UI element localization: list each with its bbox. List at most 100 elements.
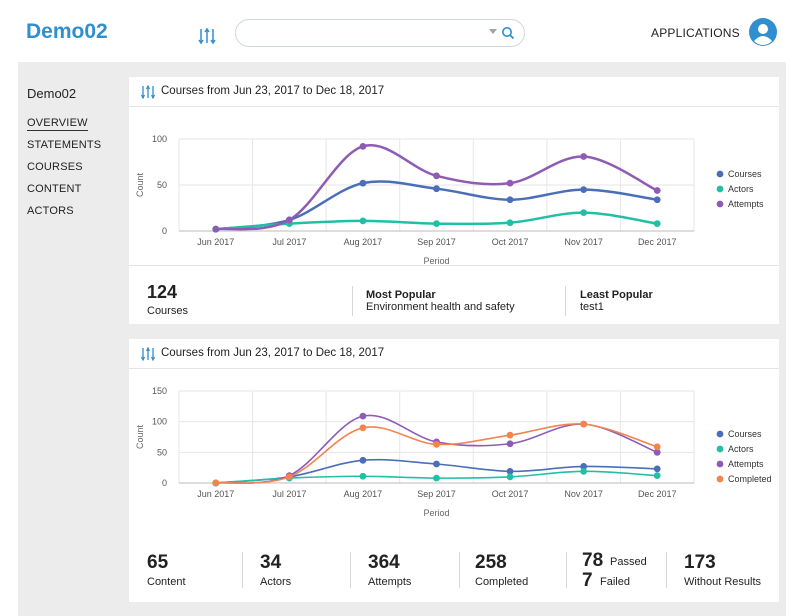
data-point-actors	[359, 472, 367, 480]
legend-label-actors: Actors	[728, 184, 754, 194]
courses-count: 124	[147, 282, 178, 302]
completed-label: Completed	[475, 576, 529, 588]
x-axis-label: Period	[423, 256, 449, 264]
failed-label: Failed	[600, 576, 630, 588]
sidebar: Demo02 OVERVIEW STATEMENTS COURSES CONTE…	[18, 62, 128, 616]
data-point-actors	[653, 472, 661, 480]
courses-line-chart: 0 50 100 Jun 2017 Jul 2017 Aug 2017 Sep 2017 Oc…	[135, 134, 764, 264]
x-tick-label: Jun 2017	[197, 237, 234, 247]
x-tick-label: Jul 2017	[272, 237, 306, 247]
y-tick-label: 50	[157, 447, 167, 457]
courses-count-label: Courses	[147, 305, 188, 317]
user-avatar-icon[interactable]	[749, 18, 777, 46]
legend-marker-courses	[716, 170, 724, 178]
data-point-attempts	[653, 448, 661, 456]
legend-marker-actors	[716, 185, 724, 193]
data-point-courses	[580, 463, 588, 470]
sidebar-item-overview[interactable]: OVERVIEW	[27, 117, 88, 131]
divider	[350, 552, 351, 588]
y-tick-label: 0	[162, 226, 167, 236]
data-point-courses	[433, 185, 440, 193]
y-tick-label: 100	[152, 417, 167, 427]
card-title: Courses from Jun 23, 2017 to Dec 18, 201…	[161, 85, 385, 97]
x-tick-label: Dec 2017	[638, 489, 677, 499]
failed-count: 7	[582, 570, 593, 591]
actors-count: 34	[260, 552, 282, 573]
legend-marker-attempts	[716, 460, 724, 468]
data-point-attempts	[359, 142, 367, 150]
content-label: Content	[147, 576, 186, 588]
legend-label-actors: Actors	[728, 444, 754, 454]
content-count: 65	[147, 552, 169, 573]
card-header: Courses from Jun 23, 2017 to Dec 18, 201…	[129, 339, 779, 369]
x-tick-label: Nov 2017	[564, 489, 603, 499]
sidebar-item-statements[interactable]: STATEMENTS	[27, 139, 102, 151]
x-tick-label: Jun 2017	[197, 489, 234, 499]
y-axis-label: Count	[135, 173, 145, 198]
y-tick-label: 50	[157, 180, 167, 190]
most-popular-value: Environment health and safety	[366, 301, 515, 313]
data-point-completed	[359, 424, 367, 432]
main-content: Demo02 OVERVIEW STATEMENTS COURSES CONTE…	[18, 62, 786, 616]
card-stats: 124 Courses Most Popular Environment hea…	[129, 265, 779, 324]
chevron-down-icon[interactable]	[489, 29, 497, 34]
search-icon[interactable]	[501, 26, 515, 40]
data-point-completed	[653, 443, 661, 451]
attempts-count: 364	[368, 552, 400, 573]
filter-icon[interactable]	[197, 27, 217, 45]
brand-logo[interactable]: Demo02	[26, 20, 108, 43]
divider	[459, 552, 460, 588]
y-tick-label: 150	[152, 386, 167, 396]
sidebar-nav: OVERVIEW STATEMENTS COURSES CONTENT ACTO…	[27, 116, 101, 226]
data-point-courses	[653, 465, 661, 473]
without-results-label: Without Results	[684, 576, 762, 588]
passed-count: 78	[582, 550, 604, 571]
legend-label-attempts: Attempts	[728, 459, 764, 469]
data-point-attempts	[433, 172, 440, 180]
data-point-actors	[359, 217, 367, 225]
card-header: Courses from Jun 23, 2017 to Dec 18, 201…	[129, 77, 779, 107]
least-popular-value: test1	[580, 301, 604, 313]
actors-label: Actors	[260, 576, 292, 588]
legend-label-courses: Courses	[728, 429, 762, 439]
x-axis-label: Period	[423, 508, 449, 518]
data-point-courses	[433, 460, 440, 468]
legend-marker-completed	[716, 475, 724, 483]
most-popular-label: Most Popular	[366, 289, 436, 301]
without-results-count: 173	[684, 552, 716, 573]
data-point-completed	[433, 440, 440, 448]
search-box[interactable]	[235, 19, 525, 47]
filter-icon[interactable]	[140, 347, 156, 361]
activity-line-chart: 0 50 100 150 Jun 2017 Jul 2017 Aug 2017 Sep 201…	[135, 386, 772, 518]
data-point-actors	[653, 220, 661, 228]
legend-marker-actors	[716, 445, 724, 453]
divider	[242, 552, 243, 588]
search-input[interactable]	[248, 24, 478, 42]
y-tick-label: 100	[152, 134, 167, 144]
data-point-actors	[580, 209, 588, 216]
legend-label-attempts: Attempts	[728, 199, 764, 209]
data-point-actors	[506, 219, 514, 227]
sidebar-item-content[interactable]: CONTENT	[27, 183, 82, 195]
y-tick-label: 0	[162, 478, 167, 488]
data-point-completed	[580, 420, 588, 428]
sidebar-item-actors[interactable]: ACTORS	[27, 205, 74, 217]
legend-label-courses: Courses	[728, 169, 762, 179]
data-point-courses	[506, 196, 514, 204]
data-point-attempts	[359, 412, 367, 420]
data-point-attempts	[506, 179, 514, 187]
least-popular-label: Least Popular	[580, 289, 653, 301]
applications-link[interactable]: APPLICATIONS	[651, 26, 740, 40]
attempts-label: Attempts	[368, 576, 412, 588]
x-tick-label: Jul 2017	[272, 489, 306, 499]
data-point-attempts	[506, 440, 514, 448]
data-point-courses	[359, 456, 367, 464]
legend-label-completed: Completed	[728, 474, 772, 484]
data-point-completed	[285, 473, 293, 481]
data-point-actors	[580, 467, 588, 475]
filter-icon[interactable]	[140, 85, 156, 99]
data-point-courses	[580, 186, 588, 193]
sidebar-item-courses[interactable]: COURSES	[27, 161, 83, 173]
x-tick-label: Oct 2017	[492, 237, 529, 247]
divider	[565, 286, 566, 316]
